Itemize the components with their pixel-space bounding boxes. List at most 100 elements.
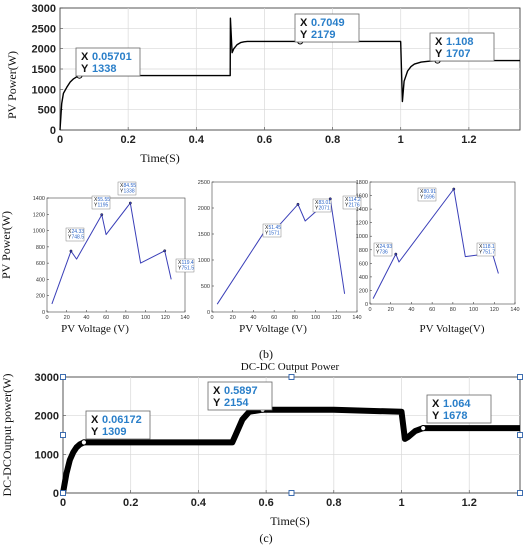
chart-b1-datatip-box: [175, 258, 195, 273]
chart-b1-ytick-label: 200: [36, 294, 45, 300]
chart-b3-datatip-box: [476, 242, 496, 257]
chart-c-datatip-box: [426, 394, 492, 424]
chart-c-selection-handle: [517, 432, 523, 438]
chart-a-xlabel: Time(S): [140, 151, 180, 165]
chart-a-datatip-yvalue: 2179: [311, 29, 335, 41]
chart-c-datatip-xlabel: X: [432, 398, 440, 410]
chart-b1-xtick-label: 20: [64, 315, 70, 321]
chart-a-datatip-xvalue: 1.108: [446, 36, 474, 48]
chart-b1-datatip-xlabel: X: [178, 260, 182, 266]
chart-b1-ytick-label: 400: [36, 277, 45, 283]
chart-b1-datatip-marker: [163, 249, 167, 253]
chart-c-datatip-box: [85, 410, 151, 440]
chart-b3-ytick-label: 600: [359, 261, 368, 267]
chart-b2-datatip-marker: [328, 197, 332, 201]
chart-b1-datatip-yvalue: 1195: [98, 203, 109, 209]
chart-b1-ytick-label: 0: [42, 310, 45, 316]
chart-b2-xtick-label: 140: [352, 315, 361, 321]
chart-b2-ytick-label: 1000: [198, 258, 210, 264]
chart-b2-xtick-label: 80: [292, 315, 298, 321]
chart-a-datatip-xvalue: 0.05701: [92, 51, 132, 63]
chart-a-datatip-box: [294, 13, 360, 43]
chart-b3-datatip-xvalue: 24.93: [380, 244, 393, 250]
chart-b3-datatip-marker: [452, 187, 456, 191]
chart-a-xtick-label: 0.4: [189, 134, 205, 146]
chart-c-series-line: [60, 406, 520, 494]
chart-a-ytick-label: 3000: [32, 3, 56, 15]
chart-b3-datatip-xvalue: 118.1: [483, 244, 495, 250]
chart-a-datatip-ylabel: Y: [81, 63, 89, 75]
chart-b2-datatip-xlabel: X: [315, 200, 319, 206]
chart-c-datatip-marker: [80, 439, 87, 446]
chart-b3-ytick-label: 1800: [356, 180, 368, 186]
chart-b1-datatip-xvalue: 24.33: [72, 229, 85, 235]
chart-c-xtick-label: 0.6: [258, 497, 273, 509]
chart-b1-datatip-yvalue: 751.5: [182, 266, 195, 272]
chart-b1-datatip-box: [65, 227, 85, 242]
chart-b2-datatip-xvalue: 83.01: [319, 200, 332, 206]
chart-b3-xtick-label: 80: [450, 307, 456, 313]
chart-a-datatip-xlabel: X: [81, 51, 89, 63]
chart-a-xtick-label: 0: [57, 134, 63, 146]
chart-b3-datatip-marker: [394, 252, 398, 256]
chart-c-selection-handle: [517, 490, 523, 496]
chart-layer: 0 0.2 0.4 0.6 0.8 1 1.205001000150020002500300…: [32, 3, 523, 509]
chart-b1-datatip-marker: [69, 249, 73, 253]
chart-c-xtick-label: 1.2: [462, 497, 477, 509]
chart-b1-xtick-label: 140: [180, 315, 189, 321]
chart-b3-xtick-label: 120: [490, 307, 499, 313]
chart-a-datatip-yvalue: 1338: [92, 63, 116, 75]
chart-b1-datatip-xvalue: 55.55: [98, 197, 111, 203]
caption-c: (c): [259, 531, 272, 545]
chart-a-ytick-label: 2500: [32, 23, 56, 35]
chart-b3-datatip-xvalue: 80.91: [424, 189, 437, 195]
chart-b2-xtick-label: 60: [271, 315, 277, 321]
chart-b1-datatip-xvalue: 84.55: [124, 183, 137, 189]
chart-b2-datatip-ylabel: Y: [345, 203, 349, 209]
chart-b3-xtick-label: 20: [388, 307, 394, 313]
chart-b2-ytick-label: 0: [207, 310, 210, 316]
chart-b1-datatip-xlabel: X: [94, 197, 98, 203]
chart-b1-datatip-box: [91, 195, 111, 210]
chart-b1-ytick-label: 1000: [33, 229, 45, 235]
chart-b3-xlabel: PV Voltage(V): [419, 323, 484, 335]
chart-a-ytick-label: 1500: [32, 64, 56, 76]
chart-b2-xtick-label: 20: [230, 315, 236, 321]
chart-b3-ytick-label: 800: [359, 248, 368, 254]
chart-b1-series-line: [51, 202, 172, 305]
chart-c-datatip-xlabel: X: [91, 414, 99, 426]
chart-a-ytick-label: 1000: [32, 84, 56, 96]
chart-a-xtick-label: 0.2: [120, 134, 135, 146]
chart-b3-datatip-xlabel: X: [420, 189, 424, 195]
chart-b1-datatip-marker: [128, 201, 132, 205]
chart-b3-datatip-ylabel: Y: [376, 250, 380, 256]
chart-b3-xtick-label: 140: [510, 307, 519, 313]
chart-a-ytick-label: 2000: [32, 44, 56, 56]
chart-c-datatip-yvalue: 1678: [443, 410, 467, 422]
chart-b1-plot-area: [46, 197, 186, 313]
chart-a-datatip-xlabel: X: [435, 36, 443, 48]
chart-b1-ytick-label: 1200: [33, 212, 45, 218]
chart-c-selection-handle: [517, 374, 523, 380]
chart-c-selection-handle: [288, 374, 295, 380]
chart-b3-datatip-yvalue: 736: [380, 250, 389, 256]
chart-b1-ylabel: PV Power(W): [0, 211, 13, 279]
chart-c-selection-handle: [60, 490, 66, 496]
chart-a-xtick-label: 1: [398, 134, 404, 146]
chart-c-selection-handle: [60, 432, 66, 438]
chart-a-series-line: [59, 17, 520, 131]
chart-b1-ytick-label: 600: [36, 261, 45, 267]
chart-b3-datatip-box: [417, 187, 437, 202]
chart-c-xtick-label: 0.2: [123, 497, 138, 509]
chart-b3-ytick-label: 400: [359, 275, 368, 281]
chart-b3-xtick-label: 60: [429, 307, 435, 313]
chart-c-ytick-label: 2000: [35, 411, 59, 423]
chart-b3-ytick-label: 200: [359, 288, 368, 294]
chart-b2-xtick-label: 0: [210, 315, 213, 321]
chart-c-datatip-marker: [420, 425, 427, 432]
chart-c-xtick-label: 0.4: [191, 497, 207, 509]
chart-a-datatip-box: [429, 32, 495, 62]
chart-c-datatip-xvalue: 1.064: [443, 398, 471, 410]
chart-a-ytick-label: 0: [50, 125, 56, 137]
chart-a-datatip-yvalue: 1707: [446, 48, 470, 60]
